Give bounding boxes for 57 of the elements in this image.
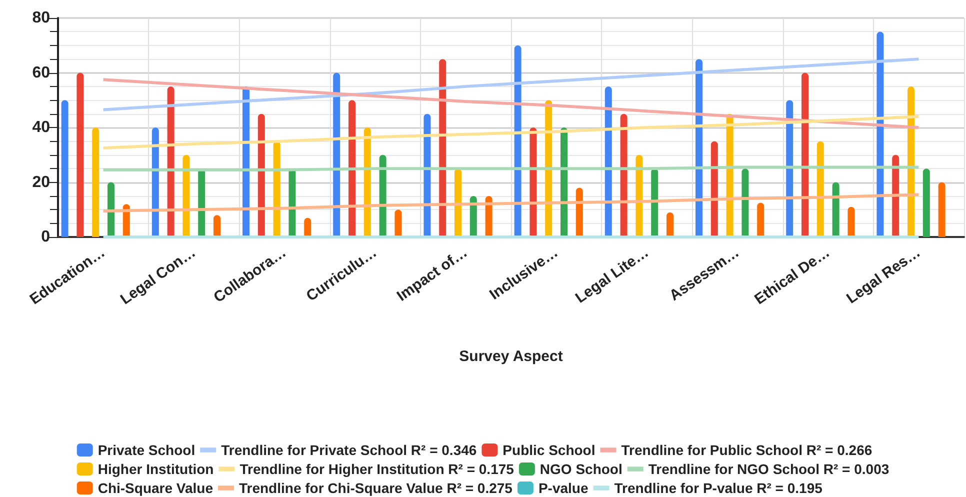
legend-label: Trendline for Public School R² = 0.266 (621, 442, 872, 458)
bar (304, 218, 312, 237)
legend-label: NGO School (540, 461, 622, 477)
x-axis-title: Survey Aspect (459, 348, 563, 365)
y-tick-label: 20 (32, 174, 50, 191)
bar (742, 168, 749, 237)
bar (576, 188, 583, 237)
bar (876, 32, 884, 237)
bar (379, 154, 386, 237)
bar (651, 168, 658, 237)
legend-label: Trendline for Higher Institution R² = 0.175 (240, 461, 514, 477)
legend-label: Trendline for NGO School R² = 0.003 (648, 461, 890, 477)
bar (348, 100, 356, 237)
legend-label: Trendline for Private School R² = 0.346 (221, 442, 477, 458)
bar (696, 59, 702, 237)
legend-label: Private School (98, 442, 196, 458)
legend-label: Chi-Square Value (98, 480, 214, 496)
y-tick-label: 40 (32, 119, 50, 136)
bar (61, 100, 68, 237)
legend-label: Trendline for Chi-Square Value R² = 0.275 (238, 480, 513, 496)
bar (786, 100, 794, 237)
bar (832, 182, 840, 237)
legend-label: Trendline for P-value R² = 0.195 (614, 480, 823, 496)
bar (666, 212, 674, 237)
bar (922, 168, 930, 237)
y-tick-label: 80 (32, 10, 50, 26)
bar (514, 45, 522, 237)
bar (439, 59, 446, 237)
line-series (102, 78, 920, 129)
y-tick-label: 0 (41, 228, 50, 246)
bar (167, 86, 174, 237)
bar (182, 154, 190, 237)
bar (802, 72, 808, 237)
bar (757, 202, 764, 237)
legend-label: Public School (502, 442, 596, 458)
bar (92, 128, 100, 237)
line-series (102, 115, 920, 150)
bar (258, 114, 265, 237)
bar (848, 206, 855, 237)
bar (108, 182, 114, 237)
line-series (102, 58, 920, 112)
bar (938, 182, 946, 237)
bar (424, 114, 431, 237)
bar (394, 210, 402, 237)
bar (636, 154, 643, 237)
bar (604, 86, 612, 237)
y-tick-label: 60 (32, 64, 50, 82)
legend-label: P-value (538, 480, 588, 496)
bar (333, 72, 340, 237)
bar (620, 114, 628, 237)
legend-label: Higher Institution (98, 461, 214, 477)
bar (76, 72, 84, 237)
bar (454, 168, 462, 237)
bar (545, 100, 552, 237)
line-series (102, 193, 920, 212)
bar (816, 141, 824, 237)
bar (214, 215, 220, 237)
